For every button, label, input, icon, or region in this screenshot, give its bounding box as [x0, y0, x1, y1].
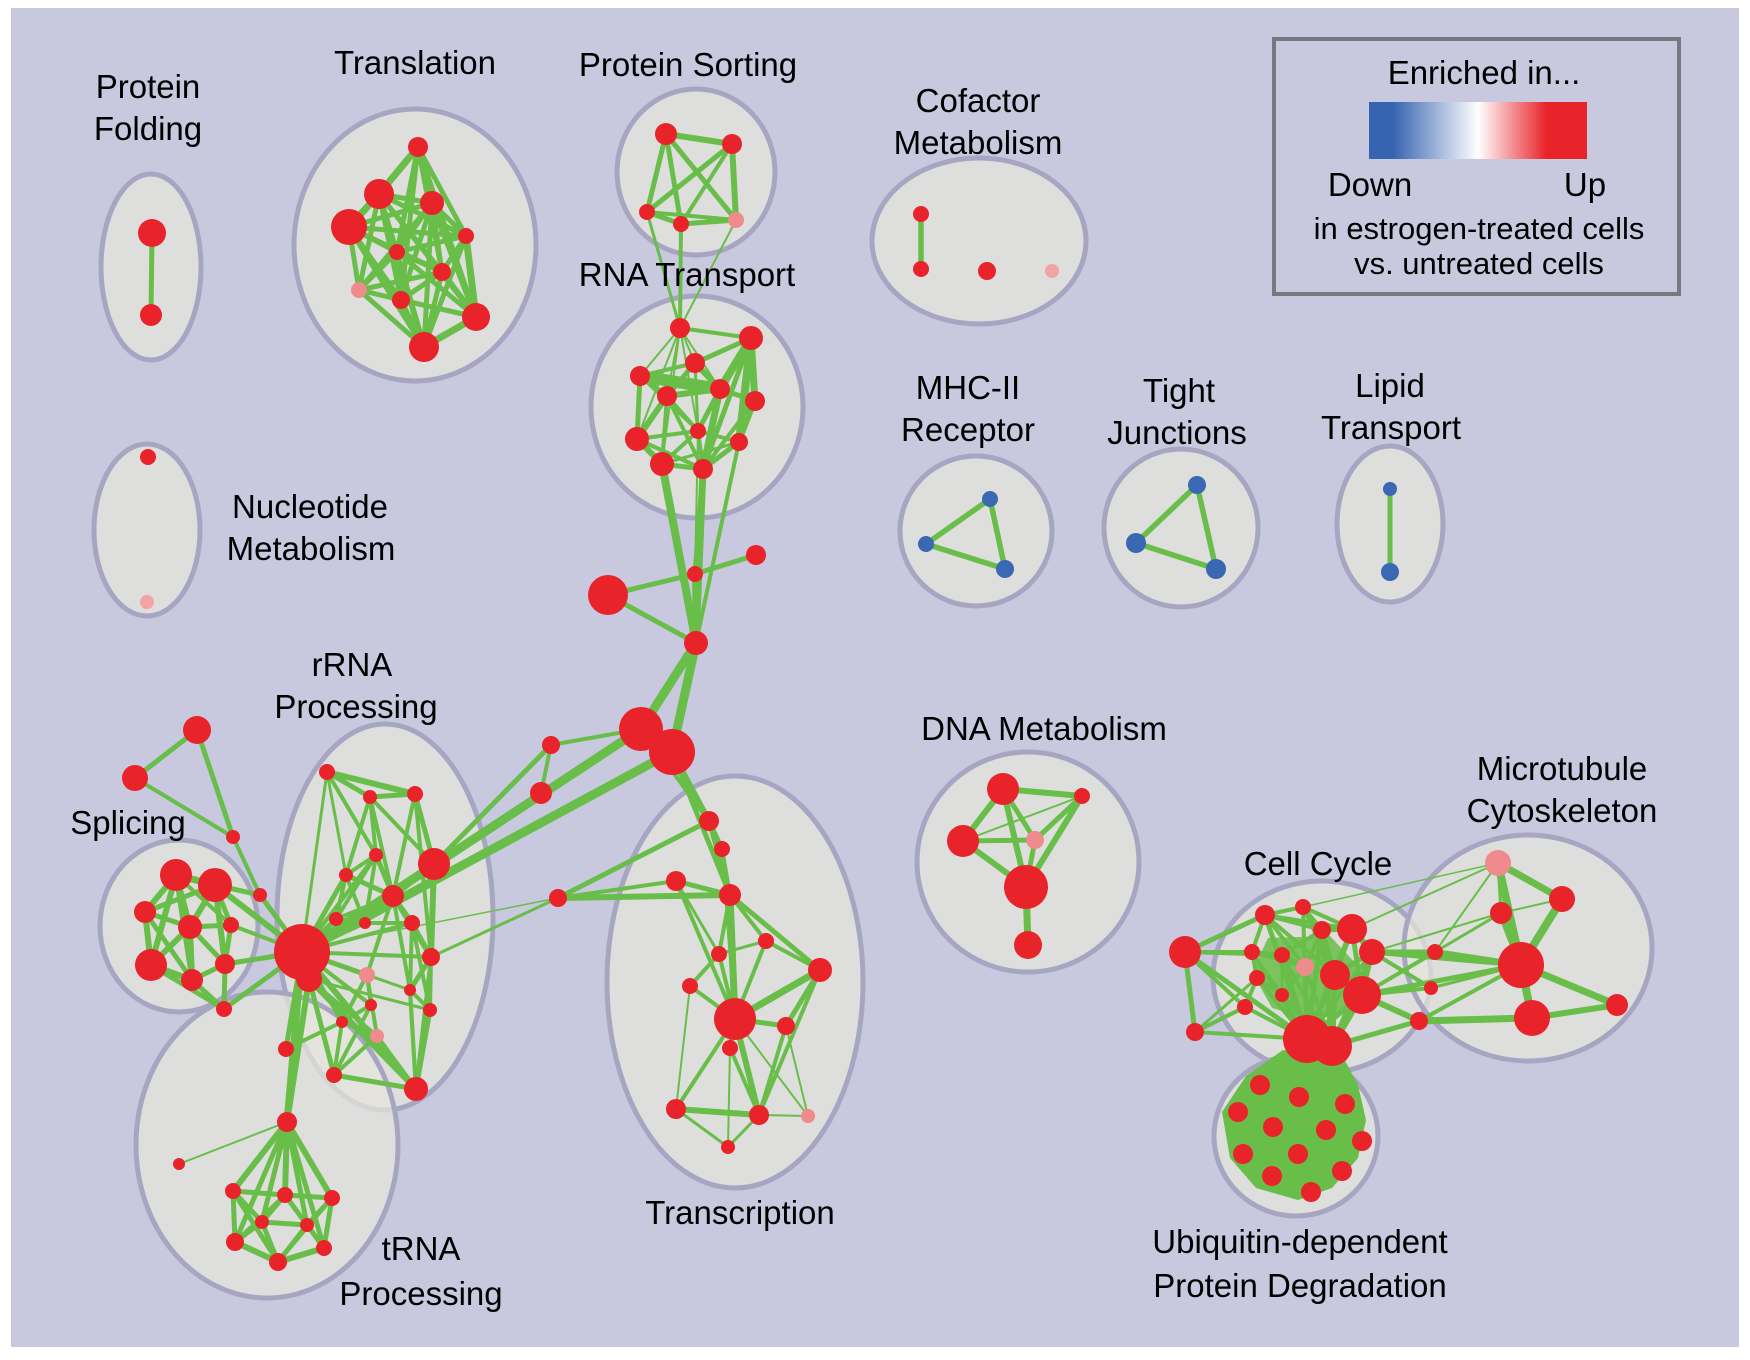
svg-text:Cell Cycle: Cell Cycle — [1244, 845, 1393, 882]
svg-text:Cytoskeleton: Cytoskeleton — [1467, 792, 1658, 829]
svg-text:Up: Up — [1564, 166, 1606, 203]
svg-text:Lipid: Lipid — [1355, 367, 1425, 404]
svg-text:MHC-II: MHC-II — [916, 369, 1020, 406]
svg-text:Transport: Transport — [1321, 409, 1461, 446]
svg-text:Nucleotide: Nucleotide — [232, 488, 388, 525]
svg-text:Receptor: Receptor — [901, 411, 1035, 448]
svg-text:Microtubule: Microtubule — [1477, 750, 1648, 787]
svg-text:Cofactor: Cofactor — [916, 82, 1041, 119]
svg-text:Protein Sorting: Protein Sorting — [579, 46, 797, 83]
svg-text:Down: Down — [1328, 166, 1412, 203]
svg-text:Enriched in...: Enriched in... — [1388, 54, 1581, 91]
svg-text:Protein: Protein — [96, 68, 201, 105]
svg-text:Tight: Tight — [1143, 372, 1215, 409]
svg-text:DNA Metabolism: DNA Metabolism — [921, 710, 1167, 747]
svg-text:vs. untreated cells: vs. untreated cells — [1354, 246, 1604, 281]
svg-text:tRNA: tRNA — [382, 1230, 461, 1267]
svg-text:Splicing: Splicing — [70, 804, 186, 841]
svg-text:RNA Transport: RNA Transport — [579, 256, 795, 293]
svg-text:Ubiquitin-dependent: Ubiquitin-dependent — [1152, 1223, 1447, 1260]
svg-text:Metabolism: Metabolism — [894, 124, 1063, 161]
svg-text:in estrogen-treated cells: in estrogen-treated cells — [1314, 211, 1645, 246]
svg-text:Protein Degradation: Protein Degradation — [1153, 1267, 1447, 1304]
svg-text:Translation: Translation — [334, 44, 496, 81]
svg-text:Processing: Processing — [339, 1275, 502, 1312]
svg-text:Transcription: Transcription — [645, 1194, 835, 1231]
svg-text:Metabolism: Metabolism — [227, 530, 396, 567]
svg-text:rRNA: rRNA — [312, 646, 393, 683]
svg-text:Junctions: Junctions — [1107, 414, 1246, 451]
svg-text:Folding: Folding — [94, 110, 202, 147]
svg-text:Processing: Processing — [274, 688, 437, 725]
